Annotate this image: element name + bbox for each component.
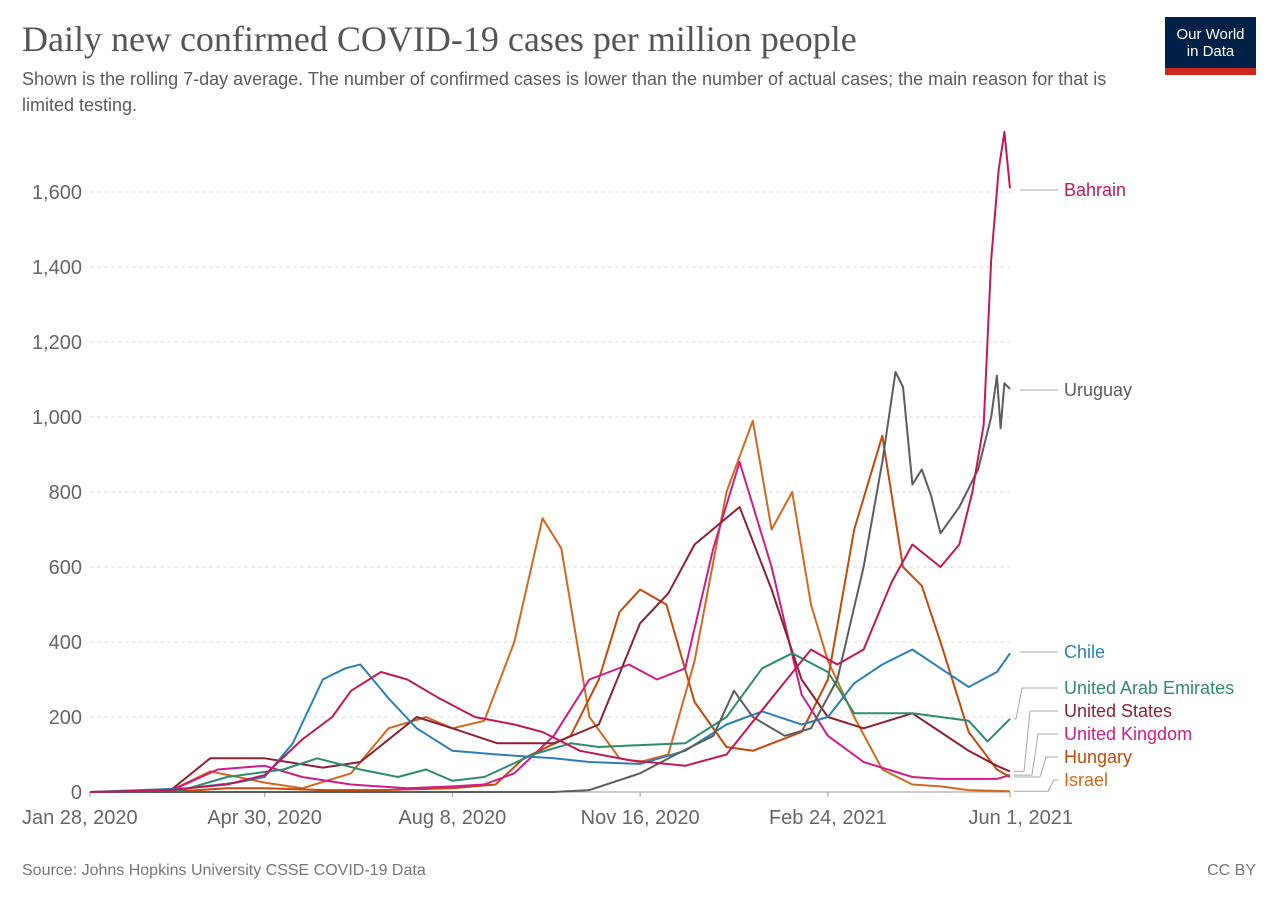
y-tick-label: 600 xyxy=(49,557,82,579)
license-label[interactable]: CC BY xyxy=(1207,862,1256,879)
y-tick-label: 200 xyxy=(49,707,82,729)
logo-text-line1: Our World xyxy=(1176,26,1245,43)
legend-leader-line xyxy=(1014,733,1058,776)
x-tick-label: Apr 30, 2020 xyxy=(207,807,322,829)
y-tick-label: 1,000 xyxy=(32,407,82,429)
chart-title: Daily new confirmed COVID-19 cases per m… xyxy=(22,19,857,59)
legend-leader-line xyxy=(1014,756,1058,778)
legend-leader-line xyxy=(1014,687,1058,720)
legend-label-united-kingdom[interactable]: United Kingdom xyxy=(1064,724,1192,744)
x-tick-label: Feb 24, 2021 xyxy=(769,807,887,829)
series-line-united-arab-emirates[interactable] xyxy=(89,652,1011,793)
x-axis-ticks: Jan 28, 2020 Apr 30, 2020 Aug 8, 2020 Nov 1… xyxy=(22,792,1073,829)
chart-subtitle: Shown is the rolling 7-day average. The … xyxy=(22,69,1107,115)
owid-logo[interactable]: Our World in Data xyxy=(1165,17,1256,75)
series-line-chile[interactable] xyxy=(89,648,1011,793)
logo-red-bar xyxy=(1165,68,1256,75)
series-line-uruguay[interactable] xyxy=(90,371,1011,793)
y-tick-label: 400 xyxy=(49,632,82,654)
logo-text-line2: in Data xyxy=(1186,43,1235,60)
series-line-united-kingdom[interactable] xyxy=(89,461,1011,793)
series-line-hungary[interactable] xyxy=(90,434,1011,793)
x-tick-label: Jun 1, 2021 xyxy=(968,807,1073,829)
y-axis-ticks: 0 200 400 600 800 1,000 1,200 1,400 1,600 xyxy=(32,182,82,804)
legend-leader-line xyxy=(1014,779,1058,792)
legend-label-united-states[interactable]: United States xyxy=(1064,701,1172,721)
y-tick-label: 1,600 xyxy=(32,182,82,204)
series-line-united-states[interactable] xyxy=(89,506,1011,793)
gridlines xyxy=(90,191,1010,793)
legend-leader-line xyxy=(1014,710,1058,772)
y-tick-label: 0 xyxy=(71,782,82,804)
x-tick-label: Nov 16, 2020 xyxy=(581,807,700,829)
y-tick-label: 1,400 xyxy=(32,257,82,279)
x-tick-label: Jan 28, 2020 xyxy=(22,807,138,829)
series-lines xyxy=(89,131,1011,793)
x-tick-label: Aug 8, 2020 xyxy=(398,807,506,829)
legend-label-uruguay[interactable]: Uruguay xyxy=(1064,380,1132,400)
legend-label-united-arab-emirates[interactable]: United Arab Emirates xyxy=(1064,678,1234,698)
legend-label-hungary[interactable]: Hungary xyxy=(1064,747,1132,767)
legend-label-israel[interactable]: Israel xyxy=(1064,770,1108,790)
legend-label-chile[interactable]: Chile xyxy=(1064,642,1105,662)
source-note: Source: Johns Hopkins University CSSE CO… xyxy=(22,862,426,879)
legend-labels: Bahrain Uruguay Chile United Arab Emirates U… xyxy=(1014,180,1234,792)
y-tick-label: 1,200 xyxy=(32,332,82,354)
series-line-bahrain[interactable] xyxy=(89,131,1011,793)
y-tick-label: 800 xyxy=(49,482,82,504)
legend-label-bahrain[interactable]: Bahrain xyxy=(1064,180,1126,200)
